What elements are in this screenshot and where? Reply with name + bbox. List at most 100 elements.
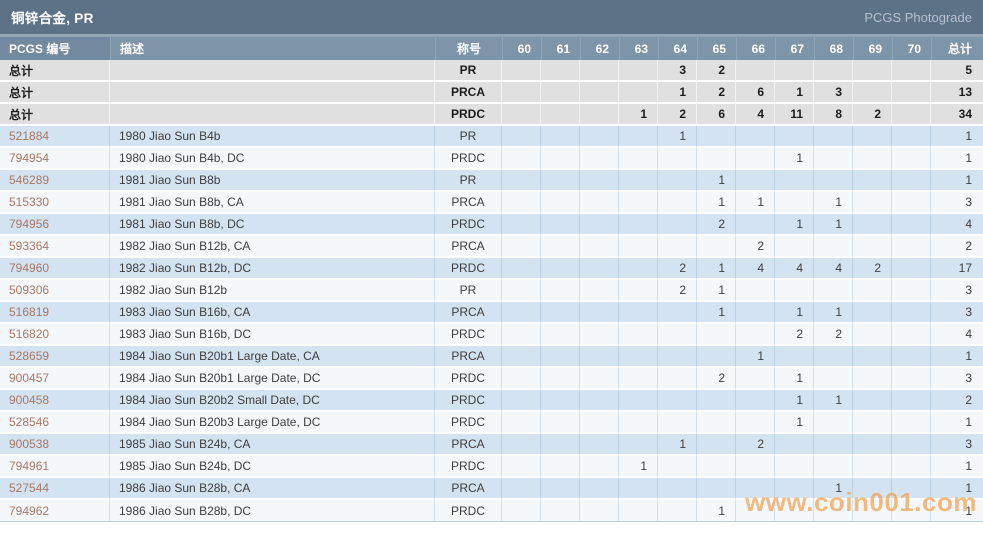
grade-62-cell — [580, 170, 619, 192]
grade-62-cell — [580, 236, 619, 258]
coin-description: 1981 Jiao Sun B8b, DC — [110, 214, 435, 236]
grade-61-cell — [541, 302, 580, 324]
grade-68-cell: 2 — [814, 324, 853, 346]
grade-64-cell — [658, 368, 697, 390]
pcgs-number-link[interactable]: 794954 — [9, 151, 50, 165]
designation-cell: PRDC — [435, 214, 502, 236]
pcgs-number-link[interactable]: 794961 — [9, 459, 50, 473]
grade-60-cell — [502, 258, 541, 280]
designation-cell: PRCA — [435, 478, 502, 500]
table-header-row: PCGS 编号 描述 称号 60 61 62 63 64 65 66 67 68… — [0, 37, 983, 60]
grade-60-cell — [502, 126, 541, 148]
pcgs-number-link[interactable]: 900457 — [9, 371, 50, 385]
grade-69-cell — [853, 346, 892, 368]
grade-60-cell — [502, 82, 541, 104]
grade-64-cell: 2 — [658, 104, 697, 126]
col-header-grade-62: 62 — [580, 37, 619, 60]
grade-62-cell — [580, 434, 619, 456]
pcgs-number-cell: 900538 — [0, 434, 110, 456]
pcgs-number-cell: 900457 — [0, 368, 110, 390]
designation-cell: PRCA — [435, 434, 502, 456]
grade-70-cell — [892, 390, 931, 412]
pcgs-number-link[interactable]: 515330 — [9, 195, 50, 209]
grade-65-cell: 2 — [697, 82, 736, 104]
designation-cell: PR — [435, 280, 502, 302]
grade-69-cell — [853, 500, 892, 522]
grade-66-cell — [736, 214, 775, 236]
grade-69-cell — [853, 126, 892, 148]
coin-description: 1985 Jiao Sun B24b, CA — [110, 434, 435, 456]
grade-60-cell — [502, 170, 541, 192]
grade-70-cell — [892, 236, 931, 258]
summary-label: 总计 — [0, 60, 110, 82]
pcgs-number-link[interactable]: 900458 — [9, 393, 50, 407]
table-row: 527544 1986 Jiao Sun B28b, CA PRCA 1 1 — [0, 478, 983, 500]
grade-66-cell — [736, 60, 775, 82]
grade-67-cell — [775, 500, 814, 522]
grade-70-cell — [892, 258, 931, 280]
grade-69-cell: 2 — [853, 104, 892, 126]
designation-cell: PRDC — [435, 390, 502, 412]
pcgs-number-link[interactable]: 593364 — [9, 239, 50, 253]
coin-description: 1980 Jiao Sun B4b, DC — [110, 148, 435, 170]
pcgs-number-link[interactable]: 546289 — [9, 173, 50, 187]
grade-61-cell — [541, 280, 580, 302]
grade-61-cell — [541, 324, 580, 346]
grade-64-cell: 1 — [658, 126, 697, 148]
total-cell: 4 — [931, 324, 983, 346]
pcgs-number-link[interactable]: 794962 — [9, 503, 50, 518]
table-row: 528659 1984 Jiao Sun B20b1 Large Date, CA… — [0, 346, 983, 368]
grade-68-cell: 3 — [814, 82, 853, 104]
grade-64-cell — [658, 390, 697, 412]
pcgs-number-link[interactable]: 509306 — [9, 283, 50, 297]
pcgs-number-link[interactable]: 794956 — [9, 217, 50, 231]
grade-67-cell — [775, 60, 814, 82]
pcgs-number-link[interactable]: 900538 — [9, 437, 50, 451]
grade-68-cell: 1 — [814, 302, 853, 324]
grade-65-cell — [697, 390, 736, 412]
grade-61-cell — [541, 456, 580, 478]
photograde-link[interactable]: PCGS Photograde — [864, 9, 972, 25]
designation-cell: PRCA — [435, 236, 502, 258]
pcgs-number-link[interactable]: 521884 — [9, 129, 50, 143]
summary-description — [110, 104, 435, 126]
grade-69-cell — [853, 434, 892, 456]
designation-cell: PRDC — [435, 368, 502, 390]
total-cell: 5 — [931, 60, 983, 82]
grade-64-cell — [658, 456, 697, 478]
grade-63-cell — [619, 302, 658, 324]
pcgs-number-link[interactable]: 516819 — [9, 305, 50, 319]
table-row: 900538 1985 Jiao Sun B24b, CA PRCA 1 2 3 — [0, 434, 983, 456]
grade-65-cell — [697, 412, 736, 434]
grade-63-cell — [619, 434, 658, 456]
col-header-grade-69: 69 — [853, 37, 892, 60]
grade-64-cell — [658, 236, 697, 258]
page-title: 铜锌合金, PR — [11, 11, 94, 26]
pcgs-number-link[interactable]: 527544 — [9, 481, 50, 495]
designation-cell: PRDC — [435, 456, 502, 478]
grade-62-cell — [580, 302, 619, 324]
population-table: PCGS 编号 描述 称号 60 61 62 63 64 65 66 67 68… — [0, 37, 983, 522]
pcgs-number-link[interactable]: 528659 — [9, 349, 50, 363]
pcgs-number-link[interactable]: 528546 — [9, 415, 50, 429]
grade-60-cell — [502, 500, 541, 522]
grade-68-cell — [814, 280, 853, 302]
grade-64-cell: 1 — [658, 82, 697, 104]
grade-70-cell — [892, 500, 931, 522]
grade-61-cell — [541, 170, 580, 192]
designation-cell: PRDC — [435, 324, 502, 346]
designation-cell: PRDC — [435, 412, 502, 434]
grade-64-cell: 2 — [658, 258, 697, 280]
total-cell: 13 — [931, 82, 983, 104]
grade-66-cell: 2 — [736, 434, 775, 456]
pcgs-number-link[interactable]: 516820 — [9, 327, 50, 341]
table-row: 528546 1984 Jiao Sun B20b3 Large Date, DC… — [0, 412, 983, 434]
pcgs-number-link[interactable]: 794960 — [9, 261, 50, 275]
grade-67-cell: 1 — [775, 302, 814, 324]
total-cell: 17 — [931, 258, 983, 280]
grade-66-cell: 6 — [736, 82, 775, 104]
designation-cell: PRDC — [435, 500, 502, 522]
grade-60-cell — [502, 60, 541, 82]
grade-70-cell — [892, 324, 931, 346]
grade-63-cell — [619, 324, 658, 346]
